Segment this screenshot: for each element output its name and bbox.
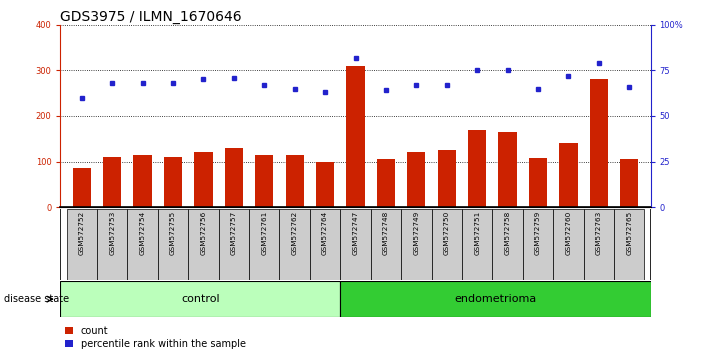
Bar (341, 281, 651, 317)
Bar (194, 152, 213, 207)
Bar (584, 209, 614, 280)
Bar (432, 209, 462, 280)
Text: control: control (181, 294, 220, 304)
Text: GSM572758: GSM572758 (505, 211, 510, 255)
Bar (225, 148, 243, 207)
Bar (60, 281, 341, 317)
Text: GSM572765: GSM572765 (626, 211, 632, 255)
Text: GSM572762: GSM572762 (292, 211, 298, 255)
Text: GSM572754: GSM572754 (139, 211, 146, 255)
Text: disease state: disease state (4, 294, 69, 304)
Bar (286, 155, 304, 207)
Bar (103, 157, 122, 207)
Text: GSM572755: GSM572755 (170, 211, 176, 255)
Bar (279, 209, 310, 280)
Text: GDS3975 / ILMN_1670646: GDS3975 / ILMN_1670646 (60, 10, 242, 24)
Text: GSM572761: GSM572761 (261, 211, 267, 255)
Bar (377, 159, 395, 207)
Bar (401, 209, 432, 280)
Bar (127, 209, 158, 280)
Bar (523, 209, 553, 280)
Text: GSM572763: GSM572763 (596, 211, 602, 255)
Text: GSM572753: GSM572753 (109, 211, 115, 255)
Bar (620, 159, 638, 207)
Bar (462, 209, 493, 280)
Bar (370, 209, 401, 280)
Text: GSM572764: GSM572764 (322, 211, 328, 255)
Text: GSM572747: GSM572747 (353, 211, 358, 255)
Bar (498, 132, 517, 207)
Text: GSM572752: GSM572752 (79, 211, 85, 255)
Bar (188, 209, 218, 280)
Text: GSM572757: GSM572757 (231, 211, 237, 255)
Bar (97, 209, 127, 280)
Bar (67, 209, 97, 280)
Bar (134, 155, 151, 207)
Bar (73, 169, 91, 207)
Bar (529, 158, 547, 207)
Text: GSM572751: GSM572751 (474, 211, 480, 255)
Bar (316, 161, 334, 207)
Bar (553, 209, 584, 280)
Bar (341, 209, 370, 280)
Bar (164, 157, 182, 207)
Text: GSM572748: GSM572748 (383, 211, 389, 255)
Text: GSM572759: GSM572759 (535, 211, 541, 255)
Text: GSM572756: GSM572756 (201, 211, 206, 255)
Bar (346, 66, 365, 207)
Bar (589, 79, 608, 207)
Bar (158, 209, 188, 280)
Bar (407, 152, 425, 207)
Bar (218, 209, 249, 280)
Bar (249, 209, 279, 280)
Text: GSM572749: GSM572749 (413, 211, 419, 255)
Bar (560, 143, 577, 207)
Text: GSM572750: GSM572750 (444, 211, 450, 255)
Bar (468, 130, 486, 207)
Legend: count, percentile rank within the sample: count, percentile rank within the sample (65, 326, 246, 349)
Bar (493, 209, 523, 280)
Bar (438, 150, 456, 207)
Text: endometrioma: endometrioma (454, 294, 537, 304)
Bar (614, 209, 644, 280)
Text: GSM572760: GSM572760 (565, 211, 572, 255)
Bar (255, 155, 273, 207)
Bar (310, 209, 341, 280)
